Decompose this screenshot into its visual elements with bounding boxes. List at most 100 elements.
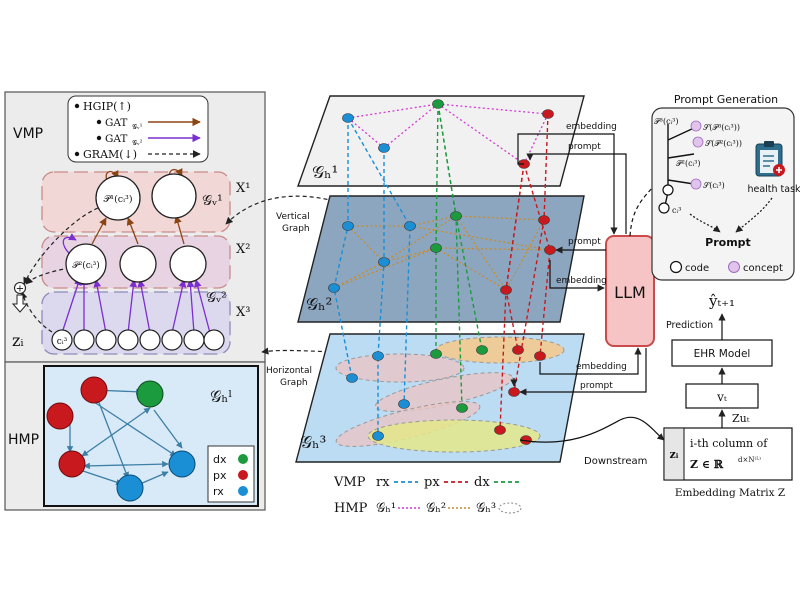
pg-code-node-1 bbox=[662, 184, 674, 196]
hmp-node-rx-1 bbox=[168, 450, 196, 478]
legend-hmp-g3: 𝒢ₕ³ bbox=[476, 501, 496, 516]
p3-node-px-1 bbox=[512, 345, 524, 355]
node-leaf-7 bbox=[183, 329, 205, 351]
z-label: zᵢ bbox=[12, 331, 24, 350]
p3-node-rx-3 bbox=[398, 399, 410, 409]
v-t-box bbox=[685, 383, 759, 409]
p1-node-dx-1 bbox=[432, 99, 444, 109]
legend-vmp-rx: rx bbox=[376, 475, 390, 490]
plane-gh3: 𝒢ₕ³ bbox=[295, 333, 585, 463]
ehr-model-label: EHR Model bbox=[694, 348, 751, 360]
plane-gh1: 𝒢ₕ¹ bbox=[297, 95, 585, 187]
legend-vmp-label: VMP bbox=[333, 475, 366, 490]
legend-hmp-g1: 𝒢ₕ¹ bbox=[376, 501, 396, 516]
pg-code-node-2 bbox=[658, 202, 670, 214]
legend-hmp-g3-ellipse bbox=[498, 502, 522, 514]
pg-health-task: health task bbox=[747, 184, 800, 195]
legend-gat2: GAT bbox=[105, 133, 127, 145]
p2-node-px-3 bbox=[500, 285, 512, 295]
p3-node-rx-1 bbox=[346, 373, 358, 383]
plane-gh1-label: 𝒢ₕ¹ bbox=[312, 163, 338, 183]
p3-node-px-3 bbox=[508, 387, 520, 397]
legend-gat2-sub: 𝒢ᵥ² bbox=[132, 139, 143, 147]
hmp-legend-dx-dot bbox=[238, 454, 248, 464]
p3-node-px-2 bbox=[534, 351, 546, 361]
legend-hmp-label: HMP bbox=[334, 501, 368, 516]
vmp-title: VMP bbox=[13, 126, 43, 142]
level-label-x1: X¹ bbox=[236, 181, 250, 196]
hmp-node-dx-1 bbox=[136, 380, 164, 408]
pg-concept-node-1 bbox=[690, 120, 702, 132]
p2-node-dx-2 bbox=[430, 243, 442, 253]
p1-node-rx-2 bbox=[378, 143, 390, 153]
vertical-graph-label-2: Graph bbox=[282, 224, 310, 234]
hmp-node-px-3 bbox=[58, 450, 86, 478]
node-leaf-5 bbox=[139, 329, 161, 351]
node-top-right bbox=[151, 173, 197, 219]
p2-node-px-2 bbox=[544, 245, 556, 255]
pg-concept-node-2 bbox=[692, 136, 704, 148]
node-mid-3 bbox=[169, 245, 207, 283]
pg-prompt: Prompt bbox=[705, 236, 751, 249]
vertical-graph-connector: Vertical Graph bbox=[225, 195, 331, 234]
p3-node-dx-3 bbox=[456, 403, 468, 413]
pg-item-s-p2: 𝒮(𝒫²(cᵢ³)) bbox=[705, 139, 742, 148]
hmp-panel: HMP 𝒢ₕˡ dx px rx bbox=[4, 361, 266, 511]
hmp-legend-px: px bbox=[213, 469, 227, 482]
embedding-caption: Embedding Matrix Z bbox=[675, 487, 785, 499]
prompt-gen-title: Prompt Generation bbox=[674, 93, 778, 106]
p3-node-dx-1 bbox=[430, 349, 442, 359]
legend-vmp-dx: dx bbox=[474, 475, 490, 490]
horizontal-graph-label-2: Graph bbox=[280, 378, 308, 388]
node-leaf-4 bbox=[117, 329, 139, 351]
p1-node-rx-1 bbox=[342, 113, 354, 123]
embedding-line-1: i-th column of bbox=[690, 437, 768, 450]
node-leaf-2 bbox=[73, 329, 95, 351]
prompt-label-1: prompt bbox=[568, 142, 601, 152]
pg-item-c: cᵢ³ bbox=[672, 206, 681, 215]
node-p2 bbox=[65, 243, 107, 285]
legend-vmp-px: px bbox=[424, 475, 440, 490]
node-p1 bbox=[95, 175, 141, 221]
hmp-node-rx-2 bbox=[116, 474, 144, 502]
vmp-panel: VMP HGIP(↑) GAT 𝒢ᵥ¹ GAT 𝒢ᵥ² GRAM(↓) X¹ X… bbox=[4, 91, 266, 363]
pg-item-p3: 𝒫³(cᵢ³) bbox=[654, 117, 679, 126]
embedding-matrix-box bbox=[663, 427, 793, 481]
v-t-label: vₜ bbox=[716, 390, 727, 404]
pg-item-p2: 𝒫²(cᵢ³) bbox=[676, 159, 701, 168]
node-mid-2 bbox=[119, 245, 157, 283]
p2-node-rx-4 bbox=[328, 283, 340, 293]
prompt-label-2: prompt bbox=[568, 237, 601, 247]
legend-hmp-g2: 𝒢ₕ² bbox=[426, 501, 446, 516]
ellipse-1 bbox=[335, 353, 465, 383]
p3-node-rx-4 bbox=[372, 431, 384, 441]
pg-legend-concept-dot bbox=[728, 261, 740, 273]
plane-gh3-label: 𝒢ₕ³ bbox=[300, 433, 326, 453]
legend-gram: GRAM(↓) bbox=[83, 148, 137, 161]
z-i-label: zᵢ bbox=[670, 448, 679, 461]
hmp-legend-rx: rx bbox=[213, 485, 224, 498]
hmp-node-px-2 bbox=[46, 402, 74, 430]
vertical-graph-label-1: Vertical bbox=[276, 212, 310, 222]
ellipse-5 bbox=[367, 419, 541, 453]
level-label-x3: X³ bbox=[236, 305, 250, 320]
ehr-model-box bbox=[671, 339, 773, 367]
node-leaf-3 bbox=[95, 329, 117, 351]
embedding-line-2: Z ∈ ℝ bbox=[690, 458, 724, 471]
hmp-legend-dx: dx bbox=[213, 453, 227, 466]
p3-node-dx-2 bbox=[476, 345, 488, 355]
z-i-column bbox=[663, 427, 685, 481]
vmp-legend: HGIP(↑) GAT 𝒢ᵥ¹ GAT 𝒢ᵥ² GRAM(↓) bbox=[67, 95, 209, 163]
llm-label: LLM bbox=[614, 283, 646, 302]
node-c-label: cᵢ³ bbox=[57, 337, 68, 347]
right-chain: ŷₜ₊₁ Prediction EHR Model vₜ Zuₜ zᵢ i-th… bbox=[663, 292, 793, 499]
hmp-legend-rx-dot bbox=[238, 486, 248, 496]
legend-gat1: GAT bbox=[105, 117, 127, 129]
emb-label-2: embedding bbox=[556, 276, 607, 286]
graph-label-gv1: 𝒢ᵥ¹ bbox=[202, 193, 223, 209]
p2-node-rx-1 bbox=[342, 221, 354, 231]
emb-label-3: embedding bbox=[576, 362, 627, 372]
node-p1-label: 𝒫¹(cᵢ³) bbox=[103, 194, 132, 205]
sum-node bbox=[13, 281, 27, 295]
